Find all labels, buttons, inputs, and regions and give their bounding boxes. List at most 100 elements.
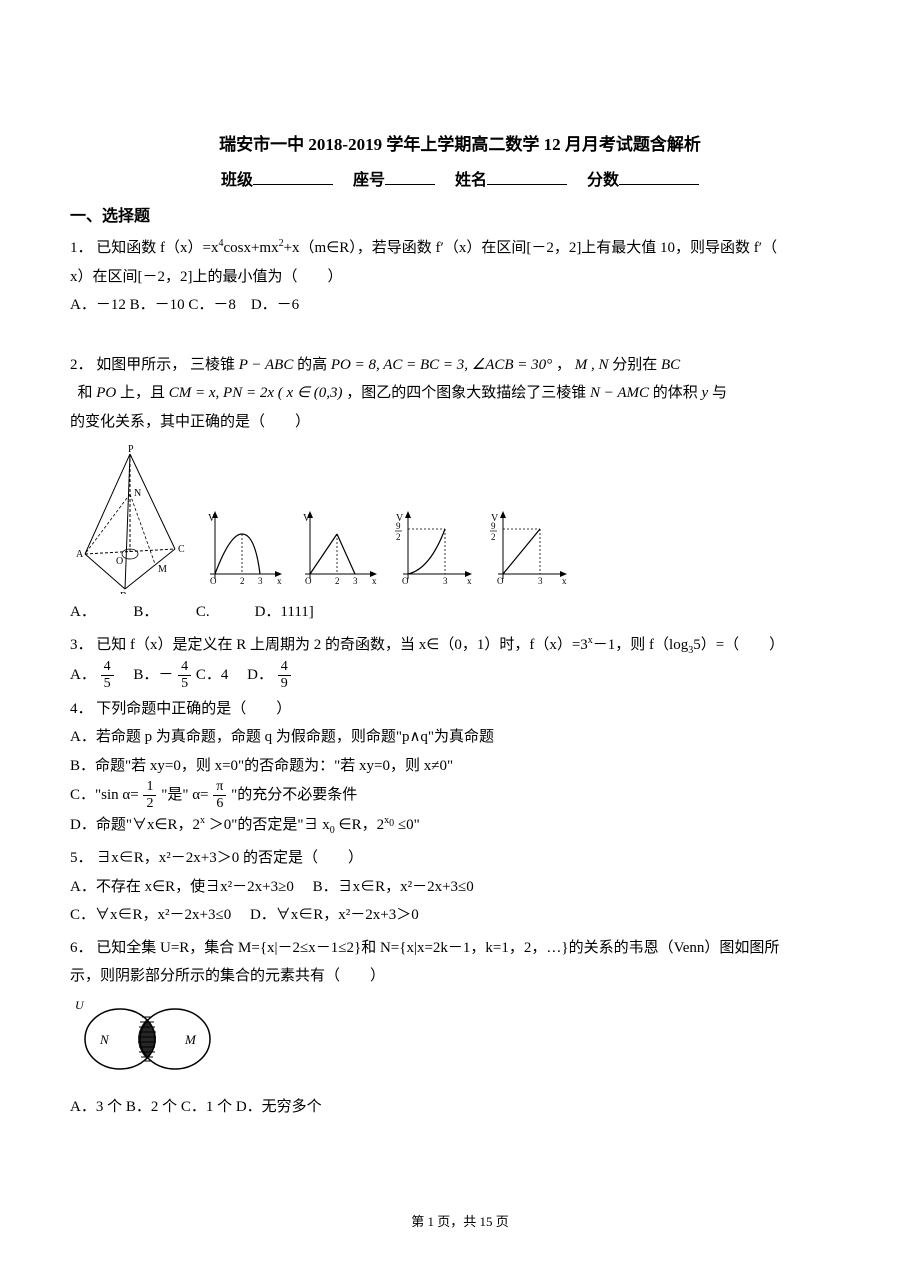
question-3: 3． 已知 f（x）是定义在 R 上周期为 2 的奇函数，当 x∈（0，1）时，… [70,631,850,691]
q4-opt-d-2: ＞0"的否定是"∃ x [209,817,330,833]
svg-text:3: 3 [443,576,448,586]
seat-label: 座号 [353,172,385,189]
score-blank [619,167,699,185]
q2-text-4: 分别在 [612,357,657,373]
q3-opt-c: C．4 D． [196,667,273,683]
question-4: 4． 下列命题中正确的是（ ） A．若命题 p 为真命题，命题 q 为假命题，则… [70,695,850,841]
q4-opt-d-3: ∈R，2 [339,817,385,833]
svg-text:3: 3 [353,576,358,586]
q2-text-9: 与 [712,385,727,401]
class-label: 班级 [221,172,253,189]
q2-options: A． B． C. D．1111] [70,598,850,627]
seat-blank [385,167,435,185]
graph-a: V O 2 3 x [200,509,285,594]
form-line: 班级 座号 姓名 分数 [70,167,850,196]
svg-text:O: O [210,576,217,586]
q3-text-1: 3． 已知 f（x）是定义在 R 上周期为 2 的奇函数，当 x∈（0，1）时，… [70,637,588,653]
svg-text:O: O [116,556,123,567]
svg-text:9: 9 [396,521,401,531]
q6-line1: 6． 已知全集 U=R，集合 M={x|－2≤x－1≤2}和 N={x|x=2k… [70,940,779,956]
question-6: 6． 已知全集 U=R，集合 M={x|－2≤x－1≤2}和 N={x|x=2k… [70,934,850,991]
q4-opt-d-1: D．命题"∀x∈R，2 [70,817,200,833]
q4-opt-c-2: "是" α= [161,787,208,803]
svg-text:2: 2 [335,576,340,586]
q2-text-8: 的体积 [653,385,698,401]
score-label: 分数 [587,172,619,189]
class-blank [253,167,333,185]
q2-text-6: 上，且 [120,385,165,401]
q3-frac-1: 45 [101,660,114,691]
svg-text:3: 3 [258,576,263,586]
q6-options: A．3 个 B．2 个 C．1 个 D．无穷多个 [70,1093,850,1122]
q2-text-2: 的高 [297,357,327,373]
svg-text:2: 2 [240,576,245,586]
q4-opt-d-4: ≤0" [398,817,420,833]
graph-d: V 9 2 O 3 x [485,509,570,594]
q2-math-5: PO [96,385,116,401]
q2-diagrams: P A B C N O M V O 2 3 x V O 2 3 x [70,444,850,594]
page-title: 瑞安市一中 2018-2019 学年上学期高二数学 12 月月考试题含解析 [70,130,850,161]
question-5: 5． ∃x∈R，x²－2x+3＞0 的否定是（ ） A．不存在 x∈R，使∃x²… [70,844,850,930]
q4-frac-2: π6 [213,780,226,811]
q1-text-4: x）在区间[－2，2]上的最小值为（ ） [70,269,343,285]
q6-line2: 示，则阴影部分所示的集合的元素共有（ ） [70,968,385,984]
svg-text:3: 3 [538,576,543,586]
svg-text:2: 2 [491,532,496,542]
q2-text-1: 2． 如图甲所示， 三棱锥 [70,357,235,373]
tetrahedron-diagram: P A B C N O M [70,444,190,594]
q2-text-3: ， [556,357,575,373]
q5-line1: 5． ∃x∈R，x²－2x+3＞0 的否定是（ ） [70,850,363,866]
q2-text-10: 的变化关系，其中正确的是（ ） [70,414,310,430]
q4-opt-a: A．若命题 p 为真命题，命题 q 为假命题，则命题"p∧q"为真命题 [70,729,494,745]
svg-text:M: M [158,564,167,575]
q2-text-5: 和 [78,385,93,401]
svg-text:O: O [497,576,504,586]
q1-text-2: cosx+mx [223,240,278,256]
question-1: 1． 已知函数 f（x）=x4cosx+mx2+x（m∈R），若导函数 f′（x… [70,234,850,320]
svg-text:B: B [120,591,127,594]
q1-text-3: +x（m∈R），若导函数 f′（x）在区间[－2，2]上有最大值 10，则导函数… [284,240,778,256]
q4-opt-c-3: "的充分不必要条件 [231,787,357,803]
q2-math-2: PO = 8, AC = BC = 3, ∠ACB = 30° [331,357,552,373]
q3-opt-b: B．－ [118,667,173,683]
svg-text:V: V [208,513,216,524]
venn-diagram: U N M [70,997,850,1087]
q5-line3: C．∀x∈R，x²－2x+3≤0 D．∀x∈R，x²－2x+3＞0 [70,907,419,923]
q5-line2: A．不存在 x∈R，使∃x²－2x+3≥0 B．∃x∈R，x²－2x+3≤0 [70,879,474,895]
q4-opt-b: B．命题"若 xy=0，则 x=0"的否命题为："若 xy=0，则 x≠0" [70,758,453,774]
q4-frac-1: 12 [143,780,156,811]
graph-b: V O 2 3 x [295,509,380,594]
q2-text-7: ，图乙的四个图象大致描绘了三棱锥 [346,385,586,401]
section-1-header: 一、选择题 [70,203,850,232]
svg-text:x: x [372,576,377,586]
svg-text:M: M [184,1032,197,1047]
q2-math-3: M , N [575,357,609,373]
q2-math-7: N − AMC [590,385,649,401]
q1-options: A．－12 B．－10 C．－8 D．－6 [70,297,299,313]
name-label: 姓名 [455,172,487,189]
svg-text:x: x [562,576,567,586]
svg-text:U: U [75,998,85,1012]
q1-text-1: 1． 已知函数 f（x）=x [70,240,218,256]
q4-line1: 4． 下列命题中正确的是（ ） [70,701,291,717]
q3-frac-2: 45 [178,660,191,691]
svg-text:N: N [99,1032,110,1047]
svg-text:C: C [178,544,185,555]
svg-text:V: V [303,513,311,524]
svg-text:P: P [128,444,134,455]
page-number: 第 1 页，共 15 页 [0,1210,920,1233]
svg-text:N: N [134,488,141,499]
q2-math-4: BC [661,357,680,373]
question-2: 2． 如图甲所示， 三棱锥 P − ABC 的高 PO = 8, AC = BC… [70,351,850,437]
svg-text:A: A [76,549,84,560]
q3-text-2: －1，则 f（log [593,637,688,653]
q3-text-3: 5）=（ ） [693,637,784,653]
q2-math-1: P − ABC [239,357,294,373]
svg-text:x: x [467,576,472,586]
q2-math-8: y [702,385,709,401]
graph-c: V 9 2 O 3 x [390,509,475,594]
q3-frac-3: 49 [278,660,291,691]
svg-text:x: x [277,576,282,586]
svg-text:O: O [305,576,312,586]
q2-math-6: CM = x, PN = 2x ( x ∈ (0,3) [169,385,343,401]
